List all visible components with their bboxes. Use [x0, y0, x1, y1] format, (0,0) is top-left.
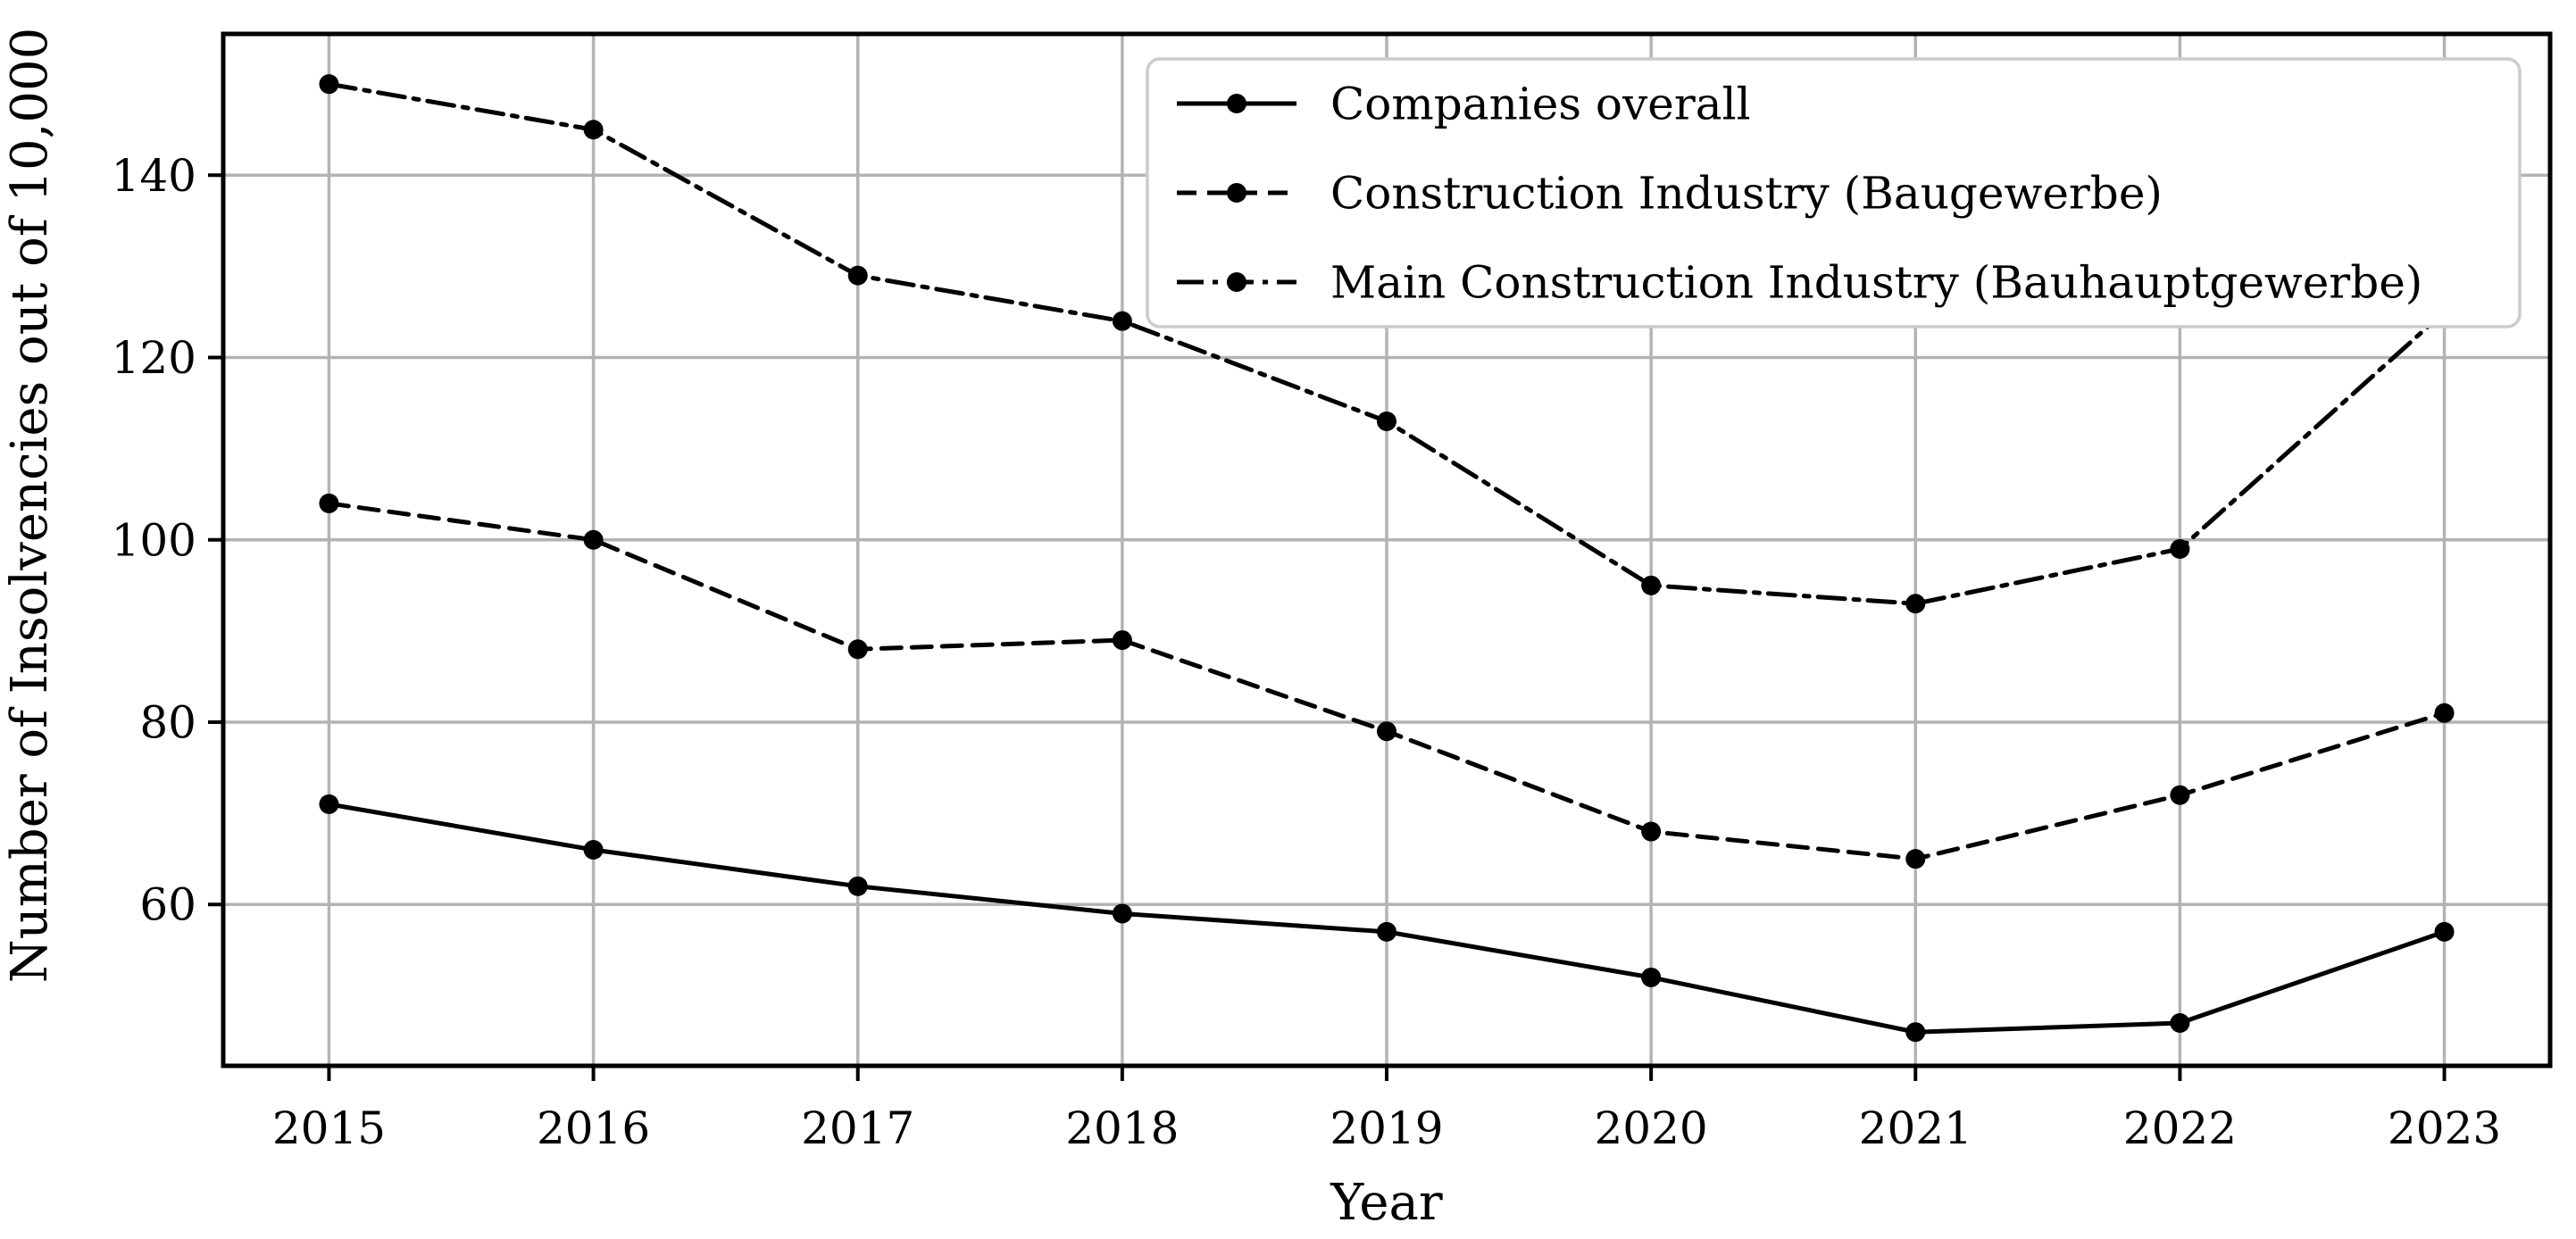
plot-border — [221, 31, 2553, 1069]
marker-construction-industry-baugewerbe-2015 — [319, 493, 339, 513]
series-construction-industry-baugewerbe — [319, 493, 2455, 869]
y-tick-label-140: 140 — [112, 150, 196, 202]
marker-main-construction-industry-bauhauptgewerbe-2020 — [1641, 575, 1662, 595]
marker-companies-overall-2017 — [847, 876, 868, 896]
y-axis-label: Number of Insolvencies out of 10,000 — [1, 28, 59, 984]
legend-sample-marker-companies-overall — [1227, 94, 1246, 113]
x-tick-label-2015: 2015 — [272, 1102, 386, 1154]
marker-main-construction-industry-bauhauptgewerbe-2022 — [2170, 538, 2190, 559]
x-tick-label-2019: 2019 — [1330, 1102, 1443, 1154]
legend-row-main-construction-industry-bauhauptgewerbe: Main Construction Industry (Bauhauptgewe… — [1177, 257, 2422, 309]
marker-construction-industry-baugewerbe-2023 — [2434, 703, 2455, 723]
y-tick-label-120: 120 — [112, 332, 196, 384]
marker-main-construction-industry-bauhauptgewerbe-2016 — [583, 120, 604, 140]
marker-main-construction-industry-bauhauptgewerbe-2015 — [319, 74, 339, 95]
marker-main-construction-industry-bauhauptgewerbe-2017 — [847, 265, 868, 286]
marker-main-construction-industry-bauhauptgewerbe-2021 — [1905, 594, 1926, 614]
marker-companies-overall-2018 — [1112, 903, 1132, 924]
tick-marks — [208, 173, 2447, 1081]
legend-label-construction-industry-baugewerbe: Construction Industry (Baugewerbe) — [1330, 168, 2163, 220]
marker-companies-overall-2015 — [319, 794, 339, 814]
marker-construction-industry-baugewerbe-2018 — [1112, 630, 1132, 651]
legend-box — [1146, 57, 2522, 328]
marker-main-construction-industry-bauhauptgewerbe-2019 — [1377, 412, 1396, 432]
marker-construction-industry-baugewerbe-2017 — [847, 639, 868, 660]
y-tick-label-80: 80 — [139, 697, 196, 749]
marker-construction-industry-baugewerbe-2019 — [1377, 721, 1396, 742]
marker-companies-overall-2020 — [1641, 967, 1662, 987]
marker-companies-overall-2019 — [1377, 921, 1396, 942]
tick-labels: 2015 2016 2017 2018 2019 2020 2021 2022 2023 60 80… — [112, 150, 2502, 1154]
legend-sample-marker-main-construction-industry-bauhauptgewerbe — [1227, 272, 1246, 292]
marker-companies-overall-2021 — [1905, 1022, 1926, 1043]
marker-main-construction-industry-bauhauptgewerbe-2018 — [1112, 311, 1132, 331]
x-tick-label-2021: 2021 — [1859, 1102, 1972, 1154]
marker-companies-overall-2022 — [2170, 1013, 2190, 1034]
marker-construction-industry-baugewerbe-2020 — [1641, 821, 1662, 842]
y-tick-label-60: 60 — [139, 879, 196, 931]
marker-companies-overall-2016 — [583, 839, 604, 860]
legend-row-companies-overall: Companies overall — [1177, 79, 1751, 130]
marker-construction-industry-baugewerbe-2016 — [583, 529, 604, 550]
legend-row-construction-industry-baugewerbe: Construction Industry (Baugewerbe) — [1177, 168, 2163, 220]
x-tick-label-2017: 2017 — [801, 1102, 914, 1154]
marker-construction-industry-baugewerbe-2022 — [2170, 785, 2190, 805]
x-tick-label-2020: 2020 — [1595, 1102, 1708, 1154]
marker-construction-industry-baugewerbe-2021 — [1905, 849, 1926, 869]
legend: Companies overall Construction Industry (… — [1146, 57, 2522, 328]
x-tick-label-2016: 2016 — [537, 1102, 650, 1154]
y-tick-label-100: 100 — [112, 514, 196, 566]
x-tick-label-2018: 2018 — [1065, 1102, 1179, 1154]
series-companies-overall — [319, 794, 2455, 1043]
x-tick-label-2023: 2023 — [2388, 1102, 2501, 1154]
x-axis-label: Year — [1330, 1174, 1443, 1232]
legend-label-main-construction-industry-bauhauptgewerbe: Main Construction Industry (Bauhauptgewe… — [1330, 257, 2422, 309]
marker-companies-overall-2023 — [2434, 921, 2455, 942]
x-tick-label-2022: 2022 — [2123, 1102, 2237, 1154]
legend-label-companies-overall: Companies overall — [1330, 79, 1751, 130]
legend-sample-marker-construction-industry-baugewerbe — [1227, 183, 1246, 203]
